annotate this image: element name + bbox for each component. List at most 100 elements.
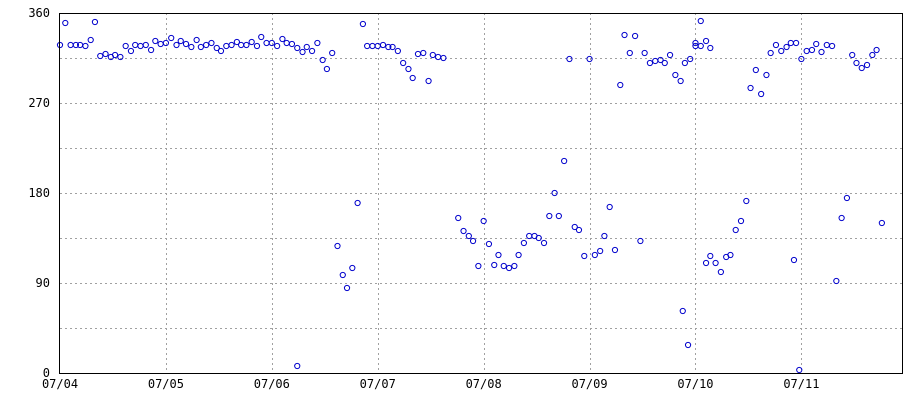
data-point (409, 74, 416, 82)
data-point (82, 42, 89, 50)
data-point (818, 48, 825, 56)
data-point (117, 53, 124, 61)
data-point (778, 47, 785, 55)
data-point (843, 194, 851, 202)
data-point (485, 240, 493, 248)
data-point (440, 54, 447, 62)
data-point (551, 189, 558, 197)
data-point (394, 47, 401, 55)
data-point (152, 37, 159, 45)
data-point (702, 259, 710, 267)
data-point (863, 61, 871, 69)
data-point (72, 41, 79, 49)
data-point (684, 341, 692, 349)
data-point (737, 217, 745, 225)
data-point (142, 41, 149, 49)
data-point (339, 271, 346, 279)
data-point (288, 40, 296, 48)
data-point (147, 46, 155, 54)
data-point (646, 59, 654, 67)
data-point (294, 44, 301, 52)
data-point (354, 199, 361, 207)
y-tick-label: 270 (28, 96, 50, 110)
data-point (308, 47, 316, 55)
data-point (702, 37, 710, 45)
data-point (591, 251, 598, 259)
data-point (283, 39, 290, 47)
data-point (132, 41, 139, 49)
data-point (414, 50, 422, 58)
data-point (258, 33, 265, 41)
data-point (661, 59, 668, 67)
data-point (783, 43, 790, 51)
data-point (597, 247, 604, 255)
data-point (752, 66, 759, 74)
data-point (758, 90, 765, 98)
data-point (747, 84, 754, 92)
data-point (727, 251, 734, 259)
data-point (637, 237, 644, 245)
data-point (323, 65, 330, 73)
data-point (389, 43, 396, 51)
data-point (511, 262, 518, 270)
data-point (853, 59, 860, 67)
data-point (274, 42, 281, 50)
data-point (343, 284, 351, 292)
data-point (561, 157, 568, 165)
y-tick-label: 180 (28, 186, 50, 200)
data-point (122, 42, 129, 50)
data-point (566, 55, 573, 63)
data-point (796, 366, 803, 374)
data-point (808, 46, 816, 54)
data-point (697, 42, 704, 50)
data-point (626, 49, 633, 57)
data-point (526, 232, 533, 240)
data-point (657, 56, 664, 64)
y-tick-label: 90 (36, 276, 50, 290)
data-point (672, 71, 679, 79)
data-point (707, 252, 714, 260)
data-point (197, 43, 204, 51)
data-point (803, 47, 810, 55)
data-point (193, 36, 200, 44)
x-tick-label: 07/07 (360, 377, 396, 391)
data-point (732, 226, 739, 234)
data-point (465, 232, 472, 240)
x-tick-label: 07/06 (254, 377, 290, 391)
data-point (102, 50, 109, 58)
data-point (364, 42, 371, 50)
data-point (329, 49, 336, 57)
data-point (435, 53, 442, 61)
data-point (743, 197, 750, 205)
data-point (520, 239, 527, 247)
data-point (299, 48, 306, 56)
data-point (586, 55, 593, 63)
data-point (238, 41, 245, 49)
data-point (177, 37, 184, 45)
data-point (535, 234, 542, 242)
data-point (379, 41, 387, 49)
data-point (314, 39, 321, 47)
data-point (677, 77, 684, 85)
data-point (858, 64, 865, 72)
data-point (253, 42, 261, 50)
data-point (515, 251, 522, 259)
data-point (460, 227, 467, 235)
data-point (581, 252, 588, 260)
data-point (111, 51, 119, 59)
y-tick-label: 360 (28, 6, 50, 20)
data-point (420, 49, 427, 57)
data-point (712, 259, 719, 267)
points-layer (56, 17, 885, 374)
data-point (469, 237, 477, 245)
data-point (127, 47, 135, 55)
data-point (763, 71, 770, 79)
data-point (666, 51, 674, 59)
data-point (571, 223, 578, 231)
data-point (429, 51, 436, 59)
data-point (319, 56, 326, 64)
data-point (681, 59, 688, 67)
data-point (787, 39, 794, 47)
data-point (62, 19, 69, 27)
data-point (475, 262, 482, 270)
